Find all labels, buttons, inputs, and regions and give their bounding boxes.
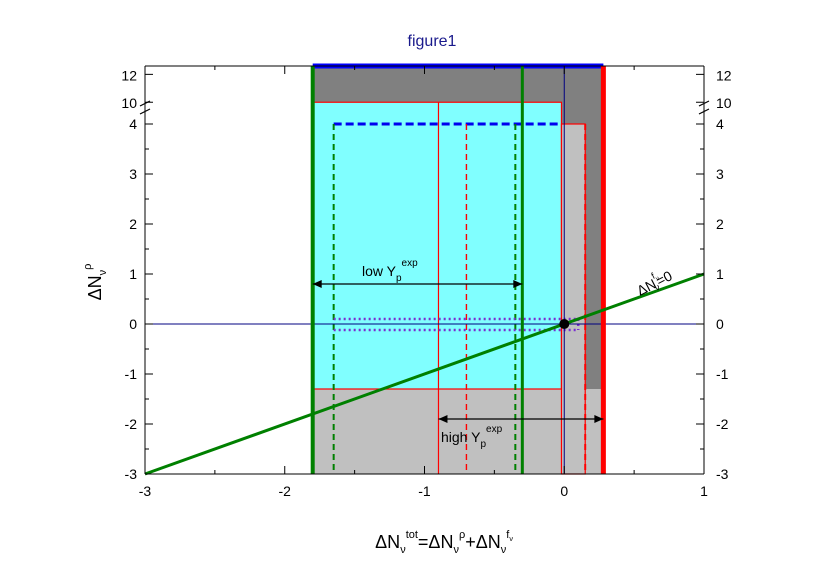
y-tick-label-left: 0 xyxy=(129,316,137,332)
plot-regions xyxy=(312,66,604,475)
low-label-main: low Y xyxy=(362,263,397,279)
plot-axes xyxy=(139,65,710,475)
high-label-sub: p xyxy=(480,439,486,450)
low-yp-label: low Ypexp xyxy=(362,258,418,284)
low-label-sup: exp xyxy=(402,258,419,269)
high-yp-interval-arrow-left xyxy=(438,415,448,423)
y-tick-label-right: 2 xyxy=(716,216,724,232)
axis-break-left-a xyxy=(139,108,151,115)
x-label-sub: ν xyxy=(400,544,406,556)
y-tick-label-right: 0 xyxy=(716,316,724,332)
axis-break-right-a xyxy=(698,108,710,115)
chart-title: figure1 xyxy=(408,33,457,50)
y-label-sup: ρ xyxy=(82,264,94,270)
y-tick-label-right: 1 xyxy=(716,266,724,282)
high-yp-interval-arrow-right xyxy=(594,415,604,423)
y-label-main: ΔN xyxy=(85,275,105,300)
high-label-sup: exp xyxy=(486,424,503,435)
region-cyan xyxy=(312,102,562,389)
x-tick-label: 1 xyxy=(700,483,708,499)
y-tick-label-right: -1 xyxy=(716,366,729,382)
y-tick-label-left: 12 xyxy=(121,67,137,83)
x-label-eq: =ΔN xyxy=(418,532,454,552)
y-tick-label-left: 3 xyxy=(129,166,137,182)
green-diagonal xyxy=(144,272,705,476)
x-label-sup3sub: ν xyxy=(509,536,513,543)
y-tick-label-right: 3 xyxy=(716,166,724,182)
y-tick-label-right: 12 xyxy=(716,67,732,83)
line-label-main: ΔN xyxy=(634,276,659,299)
diagonal-line-label: ΔNfνν=0 xyxy=(632,264,676,301)
x-label-sub3: ν xyxy=(501,544,507,556)
line-label-sup: f xyxy=(650,271,657,281)
region-light-gray xyxy=(312,389,604,474)
origin-point xyxy=(559,319,570,329)
y-tick-label-left: -1 xyxy=(125,366,138,382)
x-tick-label: -1 xyxy=(418,483,431,499)
high-yp-label: high Ypexp xyxy=(441,424,503,450)
x-tick-label: -2 xyxy=(279,483,292,499)
x-label-main: ΔN xyxy=(375,532,400,552)
x-label-sup: tot xyxy=(406,529,418,541)
y-tick-label-right: 10 xyxy=(716,95,732,111)
y-tick-label-left: 4 xyxy=(129,116,137,132)
low-yp-interval-arrow-left xyxy=(312,280,322,288)
x-axis-label: ΔNνtot=ΔNνρ+ΔNνfν xyxy=(375,529,513,556)
line-label-supsub: ν xyxy=(655,276,660,283)
y-tick-label-left: 10 xyxy=(121,95,137,111)
y-tick-label-left: -2 xyxy=(125,416,138,432)
x-label-plus: +ΔN xyxy=(465,532,501,552)
x-tick-label: -3 xyxy=(139,483,152,499)
y-tick-label-right: -3 xyxy=(716,466,729,482)
y-tick-label-left: 2 xyxy=(129,216,137,232)
region-light-gray-2 xyxy=(561,124,586,474)
y-axis-label: ΔNνρ xyxy=(82,264,109,301)
x-label-sub2: ν xyxy=(453,544,459,556)
y-tick-label-left: 1 xyxy=(129,266,137,282)
y-tick-label-right: 4 xyxy=(716,116,724,132)
line-label-tail: =0 xyxy=(653,267,675,289)
high-label-main: high Y xyxy=(441,429,481,445)
low-label-sub: p xyxy=(396,273,402,284)
x-tick-label: 0 xyxy=(560,483,568,499)
y-label-sub: ν xyxy=(97,269,109,275)
y-tick-label-left: -3 xyxy=(125,466,138,482)
x-label-sup2: ρ xyxy=(459,529,465,541)
y-tick-label-right: -2 xyxy=(716,416,729,432)
axis-break-right-b xyxy=(698,100,710,107)
line-label-sub: ν xyxy=(653,282,662,293)
x-label-sup3: f xyxy=(506,529,510,541)
low-yp-interval-arrow-right xyxy=(513,280,523,288)
